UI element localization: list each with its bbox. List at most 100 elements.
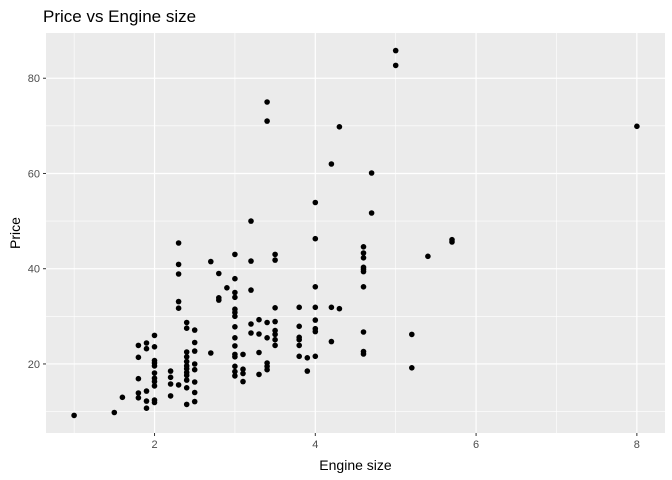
data-point — [143, 388, 150, 394]
data-point — [191, 339, 198, 346]
data-point — [135, 354, 142, 361]
data-point — [135, 390, 142, 396]
data-point — [272, 257, 278, 263]
data-point — [232, 335, 238, 341]
data-point — [336, 124, 343, 130]
data-point — [191, 327, 198, 333]
data-point — [232, 306, 238, 313]
data-point — [143, 345, 150, 352]
data-point — [312, 284, 319, 290]
data-point — [264, 360, 270, 366]
data-point — [167, 381, 174, 387]
data-point — [360, 254, 367, 261]
data-point — [151, 375, 158, 382]
data-point — [232, 294, 238, 301]
data-point — [256, 349, 262, 356]
data-point — [312, 199, 319, 206]
data-point — [191, 361, 198, 367]
data-point — [256, 371, 262, 378]
data-point — [264, 99, 270, 105]
data-point — [425, 253, 431, 260]
data-point — [296, 342, 303, 349]
data-point — [143, 340, 150, 346]
data-point — [208, 258, 214, 265]
chart-title: Price vs Engine size — [43, 7, 196, 26]
data-point — [183, 385, 190, 391]
data-point — [232, 351, 238, 358]
data-point — [328, 304, 335, 311]
data-point — [240, 351, 246, 358]
data-point — [360, 348, 367, 355]
data-point — [368, 210, 375, 216]
x-tick-label: 4 — [312, 439, 318, 451]
data-point — [232, 275, 238, 282]
data-point — [272, 342, 278, 349]
grid-minor — [46, 33, 665, 433]
data-point — [449, 236, 455, 243]
data-point — [240, 370, 246, 377]
data-point — [216, 295, 222, 301]
grid-major — [46, 33, 665, 433]
data-point — [248, 330, 254, 336]
data-point — [248, 287, 254, 293]
data-point — [360, 264, 367, 271]
data-point — [296, 334, 303, 341]
data-point — [312, 317, 319, 323]
x-tick-label: 2 — [151, 439, 157, 451]
data-point — [175, 382, 182, 388]
data-point — [240, 378, 246, 385]
data-point — [111, 409, 118, 416]
data-point — [392, 47, 399, 54]
y-tick-label: 80 — [28, 73, 40, 85]
data-point — [224, 285, 230, 291]
data-point — [296, 353, 303, 360]
data-point — [409, 331, 415, 338]
data-point — [151, 344, 158, 350]
data-point — [360, 244, 367, 250]
data-point — [312, 235, 319, 242]
data-point — [216, 270, 222, 277]
data-point — [304, 355, 311, 361]
data-point — [360, 250, 367, 256]
data-point — [232, 368, 238, 375]
data-point — [175, 305, 182, 312]
data-point — [328, 338, 335, 345]
data-point — [409, 365, 415, 371]
data-point — [183, 363, 190, 369]
data-point — [183, 349, 190, 355]
x-axis-title: Engine size — [319, 457, 392, 473]
y-tick-label: 60 — [28, 168, 40, 180]
data-point — [143, 405, 150, 412]
data-point — [151, 357, 158, 364]
data-point — [264, 118, 270, 124]
data-point — [256, 331, 262, 337]
x-axis-ticks: 2 4 6 8 — [151, 433, 640, 451]
data-point — [175, 240, 182, 246]
data-point — [272, 251, 278, 258]
data-point — [191, 366, 198, 373]
data-point — [191, 379, 198, 385]
data-point — [135, 342, 142, 349]
data-point — [634, 123, 640, 130]
data-point — [392, 62, 399, 69]
data-point — [272, 305, 278, 311]
data-point — [360, 329, 367, 335]
data-point — [312, 325, 319, 332]
data-point — [264, 335, 270, 341]
data-point — [151, 383, 158, 389]
data-point — [191, 348, 198, 354]
data-point — [183, 319, 190, 326]
data-point — [264, 319, 270, 326]
data-point — [135, 395, 142, 401]
y-axis-title: Price — [7, 217, 23, 249]
data-point — [183, 401, 190, 408]
data-point — [191, 398, 198, 405]
data-point — [360, 284, 367, 290]
data-point — [167, 393, 174, 399]
data-point — [183, 358, 190, 365]
data-point — [151, 397, 158, 403]
data-point — [143, 398, 150, 404]
data-point — [167, 374, 174, 381]
data-point — [232, 251, 238, 258]
